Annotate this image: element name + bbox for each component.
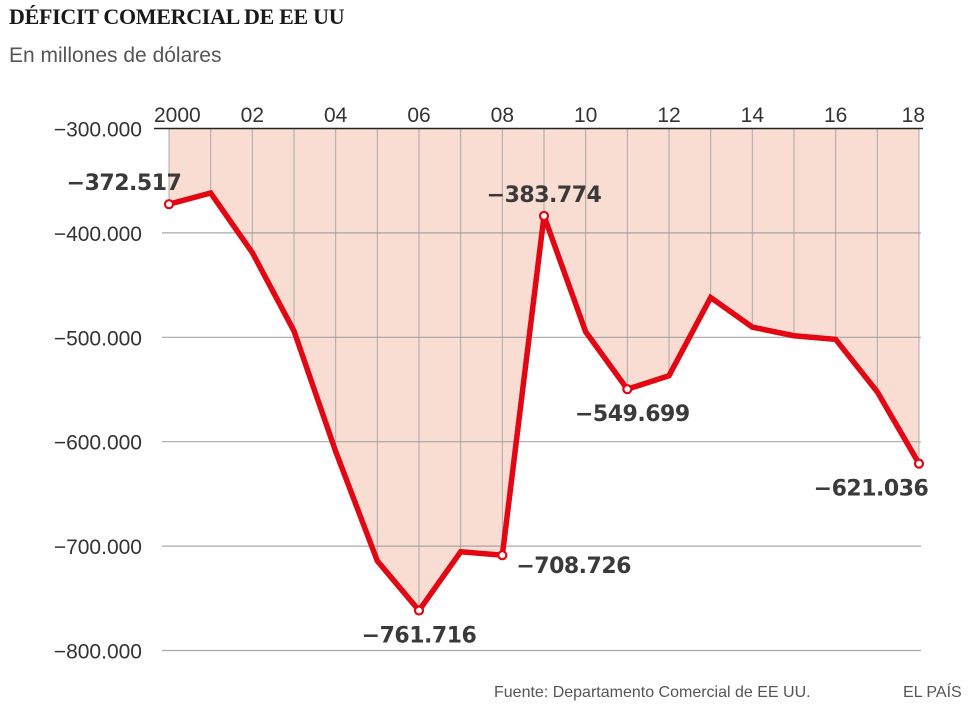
data-point-marker	[913, 458, 925, 469]
x-tick-label: 02	[241, 104, 264, 127]
x-axis-ticks: 2000 02 04 06 08 10 12 14 16 18	[154, 104, 925, 127]
data-label: −621.036	[814, 477, 929, 502]
x-tick-label: 14	[741, 104, 765, 127]
data-point-marker	[497, 550, 508, 561]
data-label-layer: −372.517 −761.716 −708.726 −383.774 −549.699…	[67, 171, 929, 648]
data-label: −708.726	[516, 554, 631, 579]
data-label: −549.699	[575, 402, 690, 427]
marker-layer	[163, 199, 925, 616]
data-point-marker	[622, 384, 633, 395]
x-tick-label: 04	[324, 104, 348, 127]
brand-logo-text: EL PAÍS	[903, 684, 962, 701]
y-tick-label: −600.000	[54, 432, 142, 455]
data-label: −761.716	[362, 624, 477, 649]
x-tick-label: 06	[407, 104, 430, 127]
x-tick-label: 18	[902, 104, 925, 127]
area-fill	[169, 128, 919, 611]
y-tick-label: −800.000	[54, 641, 142, 664]
chart-subtitle: En millones de dólares	[9, 44, 222, 67]
x-tick-label: 10	[574, 104, 597, 127]
y-tick-label: −300.000	[54, 119, 142, 142]
data-point-marker	[413, 605, 425, 616]
data-point-marker	[538, 210, 550, 222]
x-tick-label: 2000	[154, 104, 201, 127]
vertical-gridlines	[168, 128, 920, 611]
x-tick-label: 12	[657, 104, 680, 127]
x-tick-label: 08	[491, 104, 514, 127]
data-point-marker	[163, 199, 175, 210]
y-tick-label: −700.000	[54, 536, 142, 559]
x-tick-label: 16	[824, 104, 847, 127]
area-fill-layer	[169, 128, 919, 611]
y-axis-ticks: −300.000 −400.000 −500.000 −600.000 −700.000…	[54, 119, 142, 664]
source-note: Fuente: Departamento Comercial de EE UU.	[494, 684, 811, 701]
data-label: −372.517	[67, 171, 182, 196]
data-label: −383.774	[487, 183, 602, 208]
y-tick-label: −500.000	[54, 327, 142, 350]
chart-title: DÉFICIT COMERCIAL DE EE UU	[9, 4, 345, 29]
y-tick-label: −400.000	[54, 223, 142, 246]
